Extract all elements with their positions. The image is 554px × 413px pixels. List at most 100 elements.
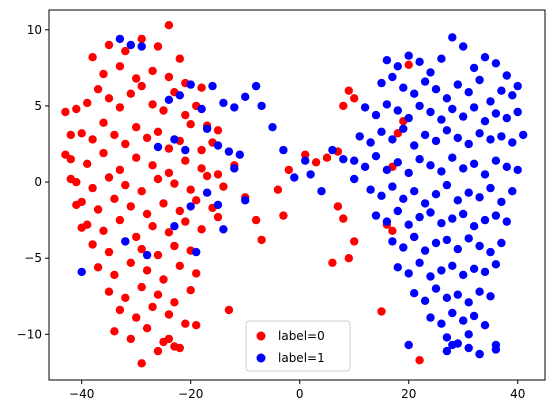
data-point: [186, 120, 195, 129]
data-point: [306, 170, 315, 179]
data-point: [404, 113, 413, 123]
data-point: [448, 104, 457, 114]
data-point: [420, 77, 430, 86]
y-tick-label: 10: [27, 23, 42, 37]
data-point: [251, 215, 261, 225]
data-point: [404, 220, 413, 229]
data-point: [197, 104, 206, 114]
data-point: [213, 170, 223, 179]
data-point: [469, 159, 479, 168]
data-point: [464, 188, 473, 197]
data-point: [301, 150, 310, 159]
data-point: [192, 321, 201, 330]
data-point: [88, 183, 97, 193]
data-point: [115, 34, 125, 44]
data-point: [388, 226, 397, 235]
data-point: [469, 103, 479, 112]
data-point: [426, 107, 435, 117]
data-point: [486, 247, 495, 257]
data-point: [186, 185, 195, 194]
data-point: [420, 296, 430, 305]
data-point: [344, 254, 353, 263]
data-point: [502, 71, 511, 80]
data-point: [491, 156, 501, 165]
data-point: [502, 113, 511, 123]
data-point: [426, 313, 435, 322]
data-point: [284, 165, 293, 175]
data-point: [170, 222, 179, 231]
data-point: [186, 202, 195, 211]
data-point: [491, 340, 501, 350]
data-point: [393, 62, 402, 71]
data-point: [426, 272, 435, 281]
data-point: [437, 319, 446, 328]
data-point: [459, 270, 468, 280]
data-point: [459, 164, 468, 173]
data-point: [442, 94, 452, 103]
data-point: [213, 126, 223, 135]
data-point: [224, 147, 234, 156]
data-point: [497, 132, 506, 141]
data-point: [475, 287, 484, 296]
data-point: [360, 162, 370, 171]
data-point: [115, 305, 125, 315]
data-point: [170, 135, 179, 144]
y-tick-label: 0: [34, 175, 42, 189]
data-point: [181, 156, 190, 165]
data-point: [464, 330, 473, 339]
data-point: [126, 40, 135, 50]
data-point: [382, 217, 392, 226]
data-point: [142, 250, 152, 260]
data-point: [93, 85, 103, 94]
data-point: [328, 258, 337, 267]
data-point: [121, 139, 130, 149]
data-point: [268, 123, 277, 132]
data-point: [475, 349, 484, 359]
data-point: [464, 88, 473, 97]
data-point: [491, 109, 501, 118]
data-point: [475, 193, 484, 202]
data-point: [339, 155, 348, 164]
data-point: [279, 145, 288, 155]
data-point: [164, 21, 174, 30]
data-point: [404, 60, 413, 69]
data-point: [153, 250, 163, 260]
data-point: [399, 124, 408, 133]
data-point: [371, 110, 381, 120]
data-point: [486, 183, 495, 193]
data-point: [448, 340, 457, 350]
data-point: [241, 196, 250, 205]
data-point: [142, 133, 152, 143]
data-point: [502, 162, 511, 171]
data-point: [339, 214, 348, 223]
data-point: [513, 165, 522, 175]
data-point: [464, 343, 473, 353]
data-point: [469, 264, 479, 273]
data-point: [415, 258, 424, 267]
data-point: [83, 159, 92, 168]
data-point: [301, 156, 310, 165]
data-point: [415, 155, 424, 164]
data-point: [393, 263, 402, 272]
data-point: [480, 267, 490, 277]
data-point: [110, 270, 119, 280]
x-tick-label: 40: [510, 387, 525, 401]
data-point: [115, 62, 125, 71]
data-point: [502, 217, 511, 226]
data-point: [475, 129, 484, 138]
data-point: [464, 234, 473, 243]
data-point: [99, 69, 108, 79]
data-point: [410, 89, 419, 98]
legend-marker: [256, 353, 266, 363]
data-point: [175, 91, 184, 100]
data-point: [186, 80, 195, 89]
data-point: [88, 240, 97, 249]
data-point: [491, 59, 501, 68]
data-point: [164, 228, 174, 237]
data-point: [93, 263, 103, 272]
data-point: [437, 266, 446, 275]
data-point: [170, 342, 179, 351]
data-point: [104, 40, 114, 50]
data-point: [388, 182, 397, 191]
data-point: [388, 135, 397, 144]
